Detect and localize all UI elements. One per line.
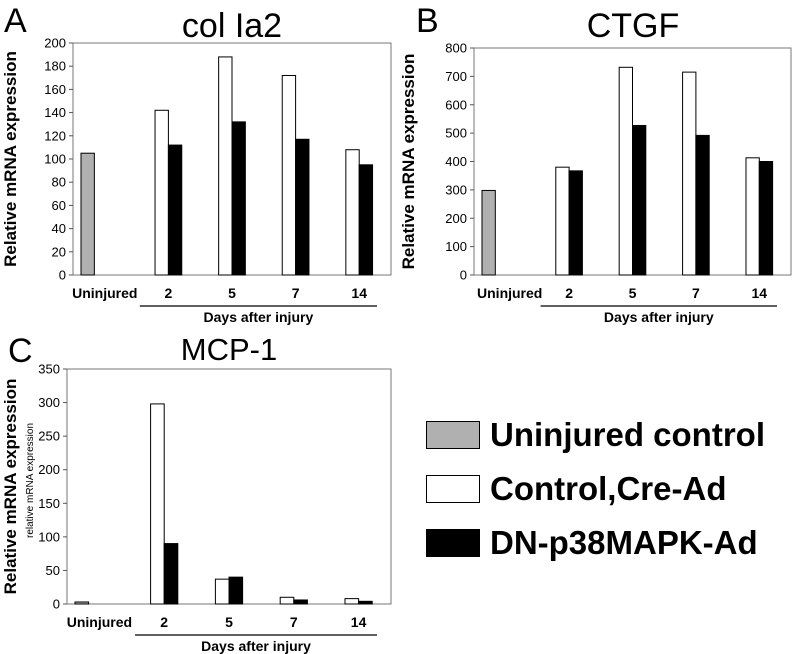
x-tick-label-a: 14 (351, 285, 367, 301)
x-tick-label-a: 7 (292, 285, 300, 301)
y-tick-label-c: 250 (38, 429, 60, 444)
y-tick-label-c: 100 (38, 529, 60, 544)
bar-control-a (345, 149, 360, 276)
y-tick-label-b: 700 (445, 69, 467, 84)
legend-label-control: Control,Cre-Ad (490, 470, 727, 507)
bar-uninjured-b (481, 189, 496, 276)
bar-control-c (344, 598, 360, 605)
y-tick-label-b: 600 (445, 97, 467, 112)
y-tick-label-c: 50 (46, 563, 60, 578)
bar-control-a (154, 109, 169, 276)
bar-control-a (218, 56, 233, 276)
x-tick-label-a: 5 (228, 285, 236, 301)
x-tick-label-b: 7 (692, 285, 700, 301)
bar-dn-b (758, 161, 774, 276)
y-tick-label-a: 20 (52, 244, 66, 259)
x-axis-title-c: Days after injury (201, 638, 311, 654)
legend-item-dn: DN-p38MAPK-Ad (426, 516, 796, 570)
chart-title-b: CTGF (587, 7, 680, 45)
legend-label-dn: DN-p38MAPK-Ad (490, 524, 758, 561)
bar-uninjured-a (80, 152, 95, 276)
y-tick-label-a: 180 (44, 59, 66, 74)
bar-control-c (214, 578, 230, 605)
bar-uninjured-c (74, 601, 90, 605)
y-tick-label-b: 0 (460, 268, 467, 283)
panel-letter-a: A (4, 2, 27, 40)
legend-swatch-dn (426, 529, 480, 557)
y-tick-label-b: 400 (445, 154, 467, 169)
bar-dn-a (167, 144, 183, 276)
y-tick-label-c: 0 (53, 597, 60, 612)
y-tick-label-b: 800 (445, 41, 467, 56)
bar-control-b (682, 71, 697, 276)
x-label-uninjured-a: Uninjured (72, 285, 137, 301)
bar-control-c (279, 596, 295, 605)
y-tick-label-a: 60 (52, 198, 66, 213)
chart-title-c: MCP-1 (181, 332, 277, 367)
x-tick-label-c: 2 (160, 614, 168, 630)
bar-dn-b (632, 124, 647, 276)
bar-dn-c (228, 576, 244, 605)
chart-title-a: col Ia2 (182, 7, 282, 45)
legend-swatch-control (426, 475, 480, 503)
y-tick-label-a: 40 (52, 221, 66, 236)
x-label-uninjured-b: Uninjured (477, 285, 542, 301)
bar-dn-c (358, 600, 373, 605)
panel-letter-c: C (8, 332, 33, 370)
x-tick-label-a: 2 (165, 285, 173, 301)
panel-letter-b: B (416, 2, 439, 40)
y-tick-label-b: 200 (445, 211, 467, 226)
bar-dn-a (358, 164, 374, 276)
y-tick-label-c: 150 (38, 496, 60, 511)
legend-item-control: Control,Cre-Ad (426, 462, 796, 516)
legend-swatch-uninjured (426, 421, 480, 449)
bar-control-b (745, 157, 760, 276)
x-tick-label-c: 5 (225, 614, 233, 630)
y-tick-label-c: 300 (38, 395, 60, 410)
y-tick-label-b: 500 (445, 126, 467, 141)
bar-control-a (281, 74, 297, 276)
x-axis-title-b: Days after injury (604, 309, 714, 325)
y-tick-label-c: 350 (38, 362, 60, 377)
y-axis-title-c: Relative mRNA expression (1, 379, 20, 595)
bar-dn-a (231, 121, 246, 276)
y-tick-label-a: 80 (52, 175, 66, 190)
bar-control-c (150, 403, 165, 605)
bar-dn-c (293, 599, 308, 605)
bar-dn-a (295, 138, 310, 276)
legend-item-uninjured: Uninjured control (426, 408, 796, 462)
legend-label-uninjured: Uninjured control (490, 416, 765, 453)
y-tick-label-a: 120 (44, 128, 66, 143)
plot-area-c (66, 368, 392, 605)
y-tick-label-a: 140 (44, 105, 66, 120)
bar-control-b (555, 166, 570, 276)
bar-dn-b (568, 170, 583, 276)
y-tick-label-a: 200 (44, 36, 66, 51)
y-axis-title-a: Relative mRNA expression (1, 51, 20, 267)
x-tick-label-b: 14 (752, 285, 768, 301)
x-label-uninjured-c: Uninjured (67, 614, 132, 630)
y-tick-label-a: 0 (59, 268, 66, 283)
y-axis-title-b: Relative mRNA expression (399, 54, 418, 270)
x-tick-label-b: 2 (565, 285, 573, 301)
x-tick-label-b: 5 (629, 285, 637, 301)
bar-control-b (618, 66, 633, 276)
bar-dn-c (163, 543, 179, 605)
x-tick-label-c: 7 (290, 614, 298, 630)
x-tick-label-c: 14 (351, 614, 367, 630)
bar-dn-b (695, 134, 710, 276)
y-tick-label-a: 100 (44, 152, 66, 167)
y-tick-label-b: 300 (445, 182, 467, 197)
y-tick-label-a: 160 (44, 82, 66, 97)
y-tick-label-c: 200 (38, 462, 60, 477)
y-axis-subtitle-c: relative mRNA expression (25, 423, 36, 538)
legend: Uninjured control Control,Cre-Ad DN-p38M… (426, 408, 796, 570)
x-axis-title-a: Days after injury (204, 309, 314, 325)
y-tick-label-b: 100 (445, 239, 467, 254)
